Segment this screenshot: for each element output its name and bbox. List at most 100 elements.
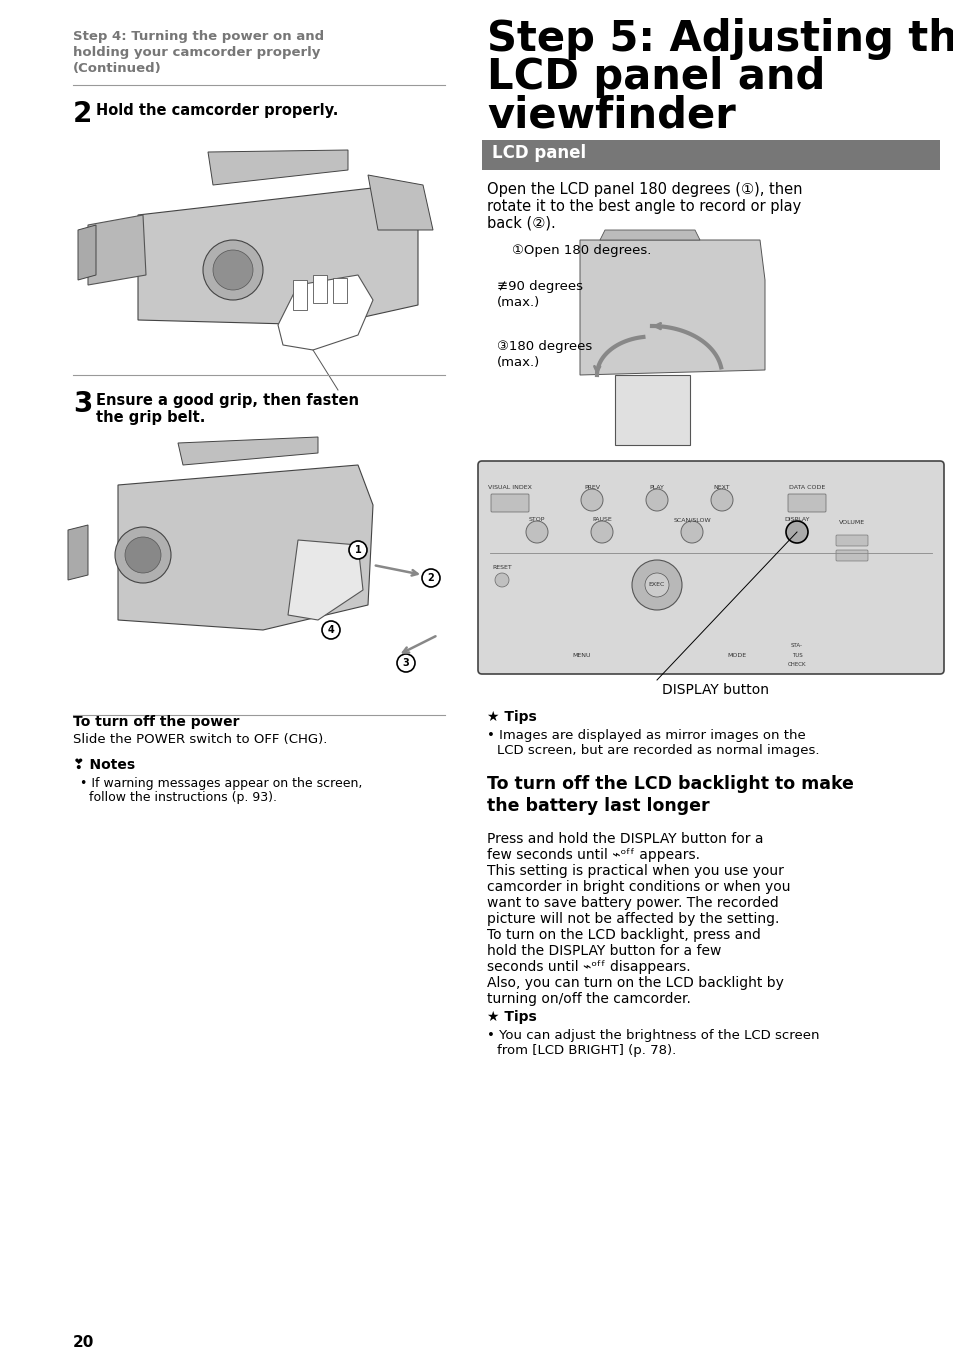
Text: LCD panel: LCD panel (492, 144, 585, 161)
Text: ❣ Notes: ❣ Notes (73, 759, 135, 772)
Text: seconds until ⌁ᵒᶠᶠ disappears.: seconds until ⌁ᵒᶠᶠ disappears. (486, 959, 690, 974)
Text: Hold the camcorder properly.: Hold the camcorder properly. (96, 103, 338, 118)
Text: VISUAL INDEX: VISUAL INDEX (488, 484, 532, 490)
Text: To turn on the LCD backlight, press and: To turn on the LCD backlight, press and (486, 928, 760, 942)
Text: MODE: MODE (727, 653, 746, 658)
Text: viewfinder: viewfinder (486, 94, 735, 136)
Text: ①Open 180 degrees.: ①Open 180 degrees. (512, 244, 651, 256)
Text: PREV: PREV (583, 484, 599, 490)
Circle shape (495, 573, 509, 588)
FancyBboxPatch shape (835, 535, 867, 546)
Text: 1: 1 (355, 546, 361, 555)
Polygon shape (368, 175, 433, 229)
Text: 20: 20 (73, 1335, 94, 1350)
Text: (Continued): (Continued) (73, 62, 162, 75)
Text: MENU: MENU (572, 653, 591, 658)
Circle shape (645, 489, 667, 512)
Text: To turn off the power: To turn off the power (73, 715, 239, 729)
Text: 4: 4 (327, 626, 334, 635)
Polygon shape (178, 437, 317, 465)
Circle shape (349, 541, 367, 559)
Polygon shape (579, 240, 764, 375)
Circle shape (785, 521, 807, 543)
Text: 2: 2 (427, 573, 434, 584)
Text: LCD screen, but are recorded as normal images.: LCD screen, but are recorded as normal i… (497, 744, 819, 757)
Polygon shape (68, 525, 88, 579)
Circle shape (322, 622, 339, 639)
Text: To turn off the LCD backlight to make: To turn off the LCD backlight to make (486, 775, 853, 792)
Circle shape (580, 489, 602, 512)
Polygon shape (277, 275, 373, 350)
Text: hold the DISPLAY button for a few: hold the DISPLAY button for a few (486, 944, 720, 958)
Text: TUS: TUS (791, 653, 801, 658)
Circle shape (115, 527, 171, 584)
Text: Slide the POWER switch to OFF (CHG).: Slide the POWER switch to OFF (CHG). (73, 733, 327, 746)
Circle shape (203, 240, 263, 300)
Circle shape (710, 489, 732, 512)
Text: Step 4: Turning the power on and: Step 4: Turning the power on and (73, 30, 324, 43)
Text: the battery last longer: the battery last longer (486, 797, 709, 816)
Text: PAUSE: PAUSE (592, 517, 611, 522)
Text: STOP: STOP (528, 517, 544, 522)
Text: ≢90 degrees: ≢90 degrees (497, 280, 582, 293)
Text: DISPLAY: DISPLAY (783, 517, 809, 522)
Text: turning on/off the camcorder.: turning on/off the camcorder. (486, 992, 690, 1006)
Text: DISPLAY button: DISPLAY button (661, 683, 768, 697)
Text: Step 5: Adjusting the: Step 5: Adjusting the (486, 18, 953, 60)
Text: the grip belt.: the grip belt. (96, 410, 205, 425)
Text: want to save battery power. The recorded: want to save battery power. The recorded (486, 896, 778, 911)
Text: rotate it to the best angle to record or play: rotate it to the best angle to record or… (486, 199, 801, 214)
Circle shape (213, 250, 253, 290)
Text: SCAN/SLOW: SCAN/SLOW (673, 517, 710, 522)
Polygon shape (78, 225, 96, 280)
Circle shape (421, 569, 439, 588)
Text: RESET: RESET (492, 565, 512, 570)
Text: EXEC: EXEC (648, 582, 664, 588)
FancyBboxPatch shape (481, 140, 939, 170)
Text: Open the LCD panel 180 degrees (①), then: Open the LCD panel 180 degrees (①), then (486, 182, 801, 197)
FancyBboxPatch shape (835, 550, 867, 560)
Polygon shape (293, 280, 307, 309)
Text: STA-: STA- (790, 643, 802, 649)
FancyBboxPatch shape (787, 494, 825, 512)
Text: • If warning messages appear on the screen,: • If warning messages appear on the scre… (80, 778, 362, 790)
Text: NEXT: NEXT (713, 484, 730, 490)
Text: back (②).: back (②). (486, 216, 556, 231)
Text: • You can adjust the brightness of the LCD screen: • You can adjust the brightness of the L… (486, 1029, 819, 1042)
Text: LCD panel and: LCD panel and (486, 56, 824, 98)
Polygon shape (138, 185, 417, 324)
Text: This setting is practical when you use your: This setting is practical when you use y… (486, 864, 783, 878)
Circle shape (125, 537, 161, 573)
Text: ★ Tips: ★ Tips (486, 710, 537, 725)
Polygon shape (288, 540, 363, 620)
Polygon shape (313, 275, 327, 303)
Text: VOLUME: VOLUME (838, 520, 864, 525)
Text: Also, you can turn on the LCD backlight by: Also, you can turn on the LCD backlight … (486, 976, 783, 991)
Text: (max.): (max.) (497, 356, 539, 369)
Text: picture will not be affected by the setting.: picture will not be affected by the sett… (486, 912, 779, 925)
Text: holding your camcorder properly: holding your camcorder properly (73, 46, 320, 58)
Text: 3: 3 (73, 389, 92, 418)
Text: (max.): (max.) (497, 296, 539, 309)
Polygon shape (208, 151, 348, 185)
Text: Press and hold the DISPLAY button for a: Press and hold the DISPLAY button for a (486, 832, 762, 845)
Text: DATA CODE: DATA CODE (788, 484, 824, 490)
Text: • Images are displayed as mirror images on the: • Images are displayed as mirror images … (486, 729, 805, 742)
Circle shape (631, 560, 681, 611)
FancyBboxPatch shape (477, 461, 943, 674)
Text: from [LCD BRIGHT] (p. 78).: from [LCD BRIGHT] (p. 78). (497, 1044, 676, 1057)
Polygon shape (615, 375, 689, 445)
Text: 2: 2 (73, 100, 92, 128)
Text: 3: 3 (402, 658, 409, 668)
Circle shape (590, 521, 613, 543)
Text: CHECK: CHECK (787, 662, 805, 668)
Text: camcorder in bright conditions or when you: camcorder in bright conditions or when y… (486, 879, 790, 894)
Circle shape (396, 654, 415, 672)
FancyBboxPatch shape (491, 494, 529, 512)
Polygon shape (599, 229, 700, 240)
Circle shape (680, 521, 702, 543)
Polygon shape (333, 278, 347, 303)
Circle shape (644, 573, 668, 597)
Circle shape (525, 521, 547, 543)
Text: PLAY: PLAY (649, 484, 663, 490)
